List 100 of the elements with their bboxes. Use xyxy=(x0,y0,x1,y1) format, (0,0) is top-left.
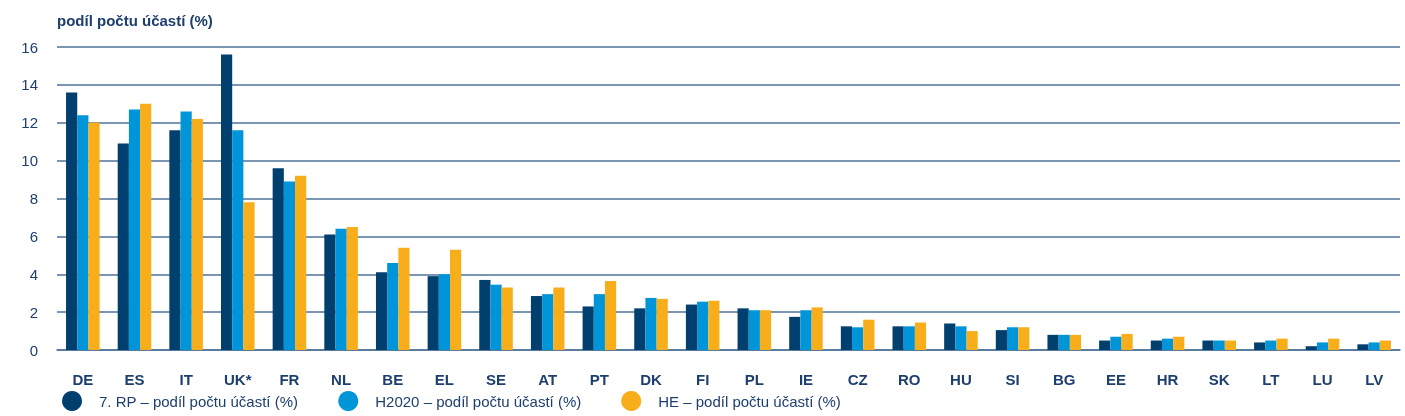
bar xyxy=(1213,340,1225,350)
x-tick-label: RO xyxy=(898,371,921,388)
x-tick-label: HR xyxy=(1156,371,1179,388)
y-tick-label: 8 xyxy=(29,190,38,207)
x-tick-label: IT xyxy=(179,371,193,388)
bar xyxy=(800,310,812,350)
bar xyxy=(427,276,439,350)
y-axis-title: podíl počtu účastí (%) xyxy=(57,12,213,29)
bar xyxy=(1276,338,1288,350)
bar xyxy=(553,287,565,350)
bar xyxy=(892,326,904,350)
x-tick-label: FI xyxy=(696,371,710,388)
bar xyxy=(789,316,801,350)
bar xyxy=(852,327,864,350)
x-tick-label: PT xyxy=(589,371,609,388)
bar xyxy=(1099,340,1111,350)
x-tick-label: SE xyxy=(486,371,507,388)
bar xyxy=(811,307,823,350)
x-tick-label: SK xyxy=(1208,371,1230,388)
bar xyxy=(1379,340,1391,350)
bar xyxy=(863,319,875,350)
x-tick-label: LT xyxy=(1262,371,1280,388)
bar xyxy=(1202,340,1214,350)
x-tick-label: EE xyxy=(1105,371,1126,388)
y-tick-label: 0 xyxy=(29,341,38,359)
x-tick-label: LU xyxy=(1312,371,1333,388)
bar xyxy=(1265,340,1277,350)
bar xyxy=(685,304,698,350)
bar xyxy=(490,284,502,350)
bar xyxy=(995,330,1007,350)
bar xyxy=(1305,346,1317,350)
x-tick-label: SI xyxy=(1005,371,1020,388)
y-tick-label: 12 xyxy=(21,114,38,132)
bar xyxy=(645,297,657,350)
bar xyxy=(1150,340,1162,350)
bar xyxy=(66,92,78,350)
y-tick-label: 2 xyxy=(29,303,38,321)
bar xyxy=(324,234,336,350)
bar xyxy=(903,326,915,350)
bar xyxy=(180,111,192,350)
bar xyxy=(542,294,554,350)
bar xyxy=(169,130,181,350)
bar xyxy=(1058,334,1070,350)
bar xyxy=(759,310,772,350)
bar xyxy=(1069,334,1082,350)
x-tick-label: BG xyxy=(1053,371,1076,388)
bar xyxy=(840,326,853,350)
bar xyxy=(335,228,347,350)
bar xyxy=(387,262,399,350)
bar xyxy=(117,143,129,350)
bar xyxy=(398,247,410,350)
x-tick-label: ES xyxy=(124,371,145,388)
bar xyxy=(1110,336,1122,350)
bar xyxy=(944,323,956,350)
bar xyxy=(604,280,617,350)
bar xyxy=(708,300,720,350)
bar xyxy=(1121,333,1133,350)
bar xyxy=(1224,340,1236,350)
bar xyxy=(128,109,141,350)
bar xyxy=(748,310,760,350)
x-tick-label: AT xyxy=(538,371,558,388)
bar xyxy=(272,168,284,350)
bar xyxy=(593,294,605,350)
bar xyxy=(1357,344,1369,350)
bar xyxy=(140,103,152,350)
bar xyxy=(450,249,462,350)
bar xyxy=(1161,338,1174,350)
bar xyxy=(77,115,89,350)
y-tick-label: 16 xyxy=(21,38,38,56)
bar xyxy=(191,118,203,350)
x-tick-label: DK xyxy=(640,371,663,388)
bar xyxy=(479,279,491,350)
bar xyxy=(737,308,749,350)
bar xyxy=(1007,327,1019,350)
legend-label: HE – podíl počtu účastí (%) xyxy=(658,392,841,410)
bar xyxy=(955,326,967,350)
x-tick-label: HU xyxy=(950,371,972,388)
bar xyxy=(1316,342,1329,350)
bar xyxy=(1254,342,1266,350)
bar xyxy=(375,272,388,350)
bar xyxy=(88,122,100,350)
y-tick-label: 4 xyxy=(29,265,38,283)
x-tick-label: FR xyxy=(279,371,300,388)
bar xyxy=(1173,336,1185,350)
bar xyxy=(697,301,709,350)
bar xyxy=(582,306,594,350)
bar xyxy=(501,287,513,350)
bar xyxy=(1328,338,1340,350)
bar xyxy=(530,296,543,350)
bar xyxy=(914,322,927,350)
bar xyxy=(634,308,646,350)
bar xyxy=(656,298,668,350)
bar xyxy=(1018,327,1030,350)
y-tick-label: 10 xyxy=(21,152,38,170)
bar xyxy=(221,54,233,350)
y-tick-label: 14 xyxy=(21,76,38,94)
x-tick-label: PL xyxy=(744,371,764,388)
bar xyxy=(1047,334,1059,350)
y-tick-label: 6 xyxy=(29,227,38,245)
x-tick-label: CZ xyxy=(847,371,868,388)
